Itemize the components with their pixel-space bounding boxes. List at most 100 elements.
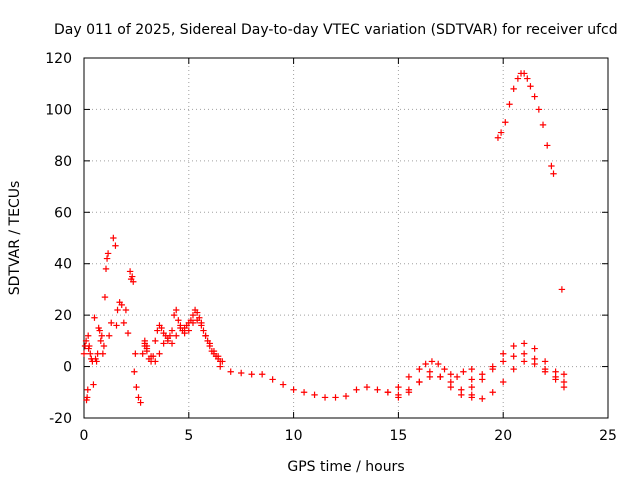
data-point bbox=[321, 394, 329, 401]
series-outlier bbox=[558, 286, 566, 293]
y-axis-title: SDTVAR / TECUs bbox=[7, 181, 23, 296]
data-point bbox=[558, 286, 566, 293]
data-point bbox=[535, 106, 543, 113]
data-point bbox=[510, 342, 517, 350]
y-tick-label: 100 bbox=[45, 102, 72, 118]
data-point bbox=[363, 383, 371, 391]
data-point bbox=[500, 358, 507, 365]
data-point bbox=[210, 347, 218, 355]
data-point bbox=[139, 350, 146, 357]
x-tick-label: 10 bbox=[285, 428, 303, 444]
data-point bbox=[126, 268, 134, 275]
data-point bbox=[520, 340, 528, 347]
data-point bbox=[541, 365, 549, 373]
data-point bbox=[531, 355, 538, 363]
data-point bbox=[129, 273, 136, 280]
data-point bbox=[97, 337, 104, 345]
data-point bbox=[152, 358, 159, 365]
data-point bbox=[110, 234, 117, 242]
data-point bbox=[453, 373, 461, 381]
data-point bbox=[122, 306, 130, 314]
data-point bbox=[135, 394, 142, 401]
data-point bbox=[156, 350, 163, 357]
data-point bbox=[202, 332, 209, 339]
data-point bbox=[108, 319, 115, 327]
data-point bbox=[103, 255, 111, 262]
data-point bbox=[98, 332, 106, 339]
data-point bbox=[458, 386, 465, 393]
data-point bbox=[405, 373, 413, 381]
data-point bbox=[426, 373, 434, 381]
data-point bbox=[506, 101, 513, 108]
data-point bbox=[206, 340, 213, 347]
data-point bbox=[524, 75, 531, 82]
data-point bbox=[510, 353, 517, 360]
data-point bbox=[510, 365, 517, 373]
plot-frame bbox=[83, 57, 609, 419]
data-point bbox=[405, 386, 413, 393]
data-point bbox=[112, 242, 119, 249]
data-point bbox=[258, 371, 266, 378]
data-point bbox=[168, 340, 176, 347]
x-tick-label: 0 bbox=[80, 428, 89, 444]
y-tick-label: 80 bbox=[54, 154, 72, 170]
data-point bbox=[437, 373, 444, 381]
x-tick-label: 20 bbox=[494, 428, 512, 444]
data-point bbox=[550, 170, 557, 177]
y-tick-label: 40 bbox=[54, 257, 72, 273]
data-point bbox=[86, 342, 93, 350]
data-point bbox=[175, 317, 182, 324]
data-point bbox=[500, 350, 507, 357]
y-axis-ticks: -20 0 20 40 60 80 100 120 bbox=[45, 51, 608, 427]
data-point bbox=[353, 386, 360, 393]
data-point bbox=[152, 337, 159, 345]
grid bbox=[84, 58, 608, 418]
data-point bbox=[479, 395, 486, 402]
data-point bbox=[102, 265, 110, 273]
data-point bbox=[502, 119, 509, 126]
data-point bbox=[168, 327, 176, 334]
data-point bbox=[130, 278, 137, 285]
data-point bbox=[500, 378, 507, 386]
data-point bbox=[83, 394, 91, 401]
data-point bbox=[170, 311, 178, 319]
data-point bbox=[141, 340, 148, 347]
data-point bbox=[489, 365, 496, 373]
y-tick-label: 20 bbox=[54, 308, 72, 324]
data-point bbox=[468, 383, 475, 391]
data-point bbox=[395, 383, 402, 391]
data-point bbox=[468, 365, 475, 373]
series-main-trace bbox=[217, 358, 568, 402]
data-point bbox=[214, 353, 222, 360]
x-tick-label: 5 bbox=[184, 428, 193, 444]
data-point bbox=[520, 70, 528, 77]
data-point bbox=[435, 360, 442, 368]
data-point bbox=[544, 142, 551, 149]
data-point bbox=[219, 358, 226, 365]
data-point bbox=[332, 394, 339, 401]
data-point bbox=[494, 134, 502, 141]
data-point bbox=[248, 371, 255, 378]
data-point bbox=[531, 93, 538, 100]
data-point bbox=[185, 327, 192, 334]
data-point bbox=[560, 371, 568, 378]
chart-title: Day 011 of 2025, Sidereal Day-to-day VTE… bbox=[54, 22, 618, 38]
data-point bbox=[447, 371, 454, 378]
data-point bbox=[279, 381, 287, 388]
data-point bbox=[193, 317, 201, 324]
data-point bbox=[189, 319, 197, 327]
data-point bbox=[114, 306, 121, 314]
data-point bbox=[374, 386, 381, 393]
data-point bbox=[548, 162, 555, 170]
data-point bbox=[137, 399, 144, 406]
data-point bbox=[91, 314, 98, 321]
data-point bbox=[200, 327, 207, 334]
data-point bbox=[447, 378, 454, 386]
data-point bbox=[497, 129, 505, 136]
data-point bbox=[514, 75, 522, 82]
data-point bbox=[560, 383, 568, 391]
data-point bbox=[441, 365, 448, 373]
data-point bbox=[342, 392, 350, 400]
data-point bbox=[189, 311, 197, 319]
data-point bbox=[520, 350, 528, 357]
